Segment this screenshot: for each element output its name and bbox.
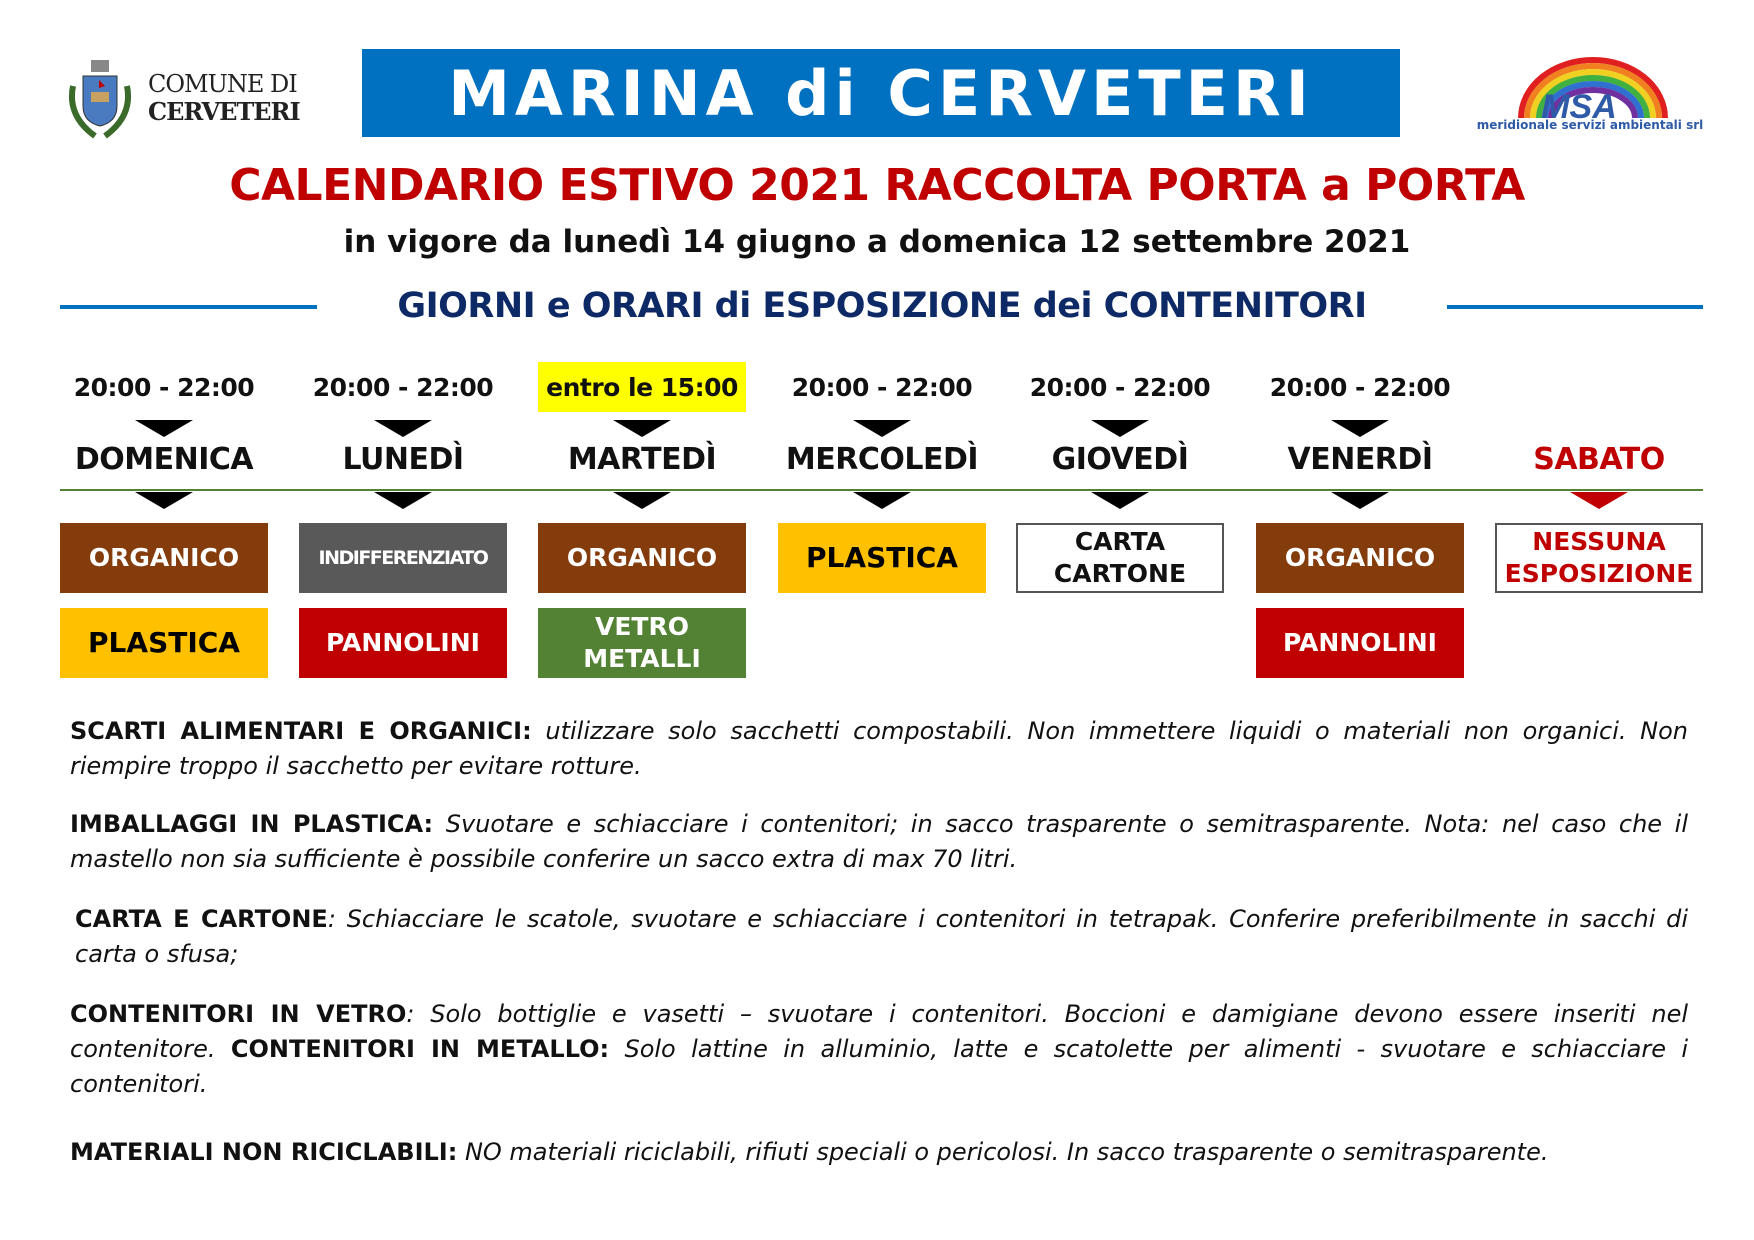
day-name: LUNEDÌ — [342, 442, 464, 477]
note-plastica: IMBALLAGGI IN PLASTICA: Svuotare e schia… — [70, 807, 1688, 877]
time-slot: 20:00 - 22:00 — [1269, 372, 1451, 402]
divider-right — [1447, 305, 1703, 309]
msa-logo: MSA — [1481, 56, 1703, 136]
arrow-down-icon — [1091, 420, 1149, 437]
arrow-down-icon — [1331, 492, 1389, 509]
no-collection: NESSUNA ESPOSIZIONE — [1495, 523, 1703, 593]
note-label: IMBALLAGGI IN PLASTICA: — [70, 810, 434, 838]
comune-line2: CERVETERI — [148, 97, 301, 126]
day-column-domenica: 20:00 - 22:00 DOMENICA ORGANICO PLASTICA — [60, 362, 268, 678]
note-vetro-metallo: CONTENITORI IN VETRO: Solo bottiglie e v… — [70, 997, 1688, 1102]
note-label: SCARTI ALIMENTARI E ORGANICI: — [70, 717, 532, 745]
waste-vetro: VETRO — [595, 612, 689, 641]
page-title: CALENDARIO ESTIVO 2021 RACCOLTA PORTA a … — [229, 160, 1525, 211]
note-label: CONTENITORI IN VETRO — [70, 1000, 407, 1028]
day-column-giovedi: 20:00 - 22:00 GIOVEDÌ CARTA CARTONE — [1016, 362, 1224, 593]
arrow-down-icon — [374, 420, 432, 437]
day-column-mercoledi: 20:00 - 22:00 MERCOLEDÌ PLASTICA — [778, 362, 986, 593]
arrow-down-icon — [613, 492, 671, 509]
note-text: : Solo bottiglie e vasetti – svuotare i … — [70, 1000, 1689, 1063]
banner-title: MARINA di CERVETERI — [362, 49, 1400, 137]
time-slot: 20:00 - 22:00 — [791, 372, 973, 402]
divider-left — [60, 305, 317, 309]
arrow-down-icon — [853, 492, 911, 509]
comune-name: COMUNE DI CERVETERI — [148, 70, 301, 126]
waste-pannolini: PANNOLINI — [299, 608, 507, 678]
note-text-metallo: Solo lattine in alluminio, latte e scato… — [70, 1035, 1688, 1098]
arrow-down-icon — [1331, 420, 1389, 437]
arrow-down-icon — [1570, 492, 1628, 509]
comune-di-cerveteri-logo — [65, 56, 310, 142]
arrow-down-icon — [1091, 492, 1149, 509]
note-label: CARTA E CARTONE — [75, 905, 328, 933]
day-column-martedi: entro le 15:00 MARTEDÌ ORGANICO VETRO ME… — [538, 362, 746, 678]
days-divider — [60, 489, 1703, 491]
waste-organico: ORGANICO — [60, 523, 268, 593]
msa-logo-text: MSA — [1541, 88, 1617, 122]
note-carta: CARTA E CARTONE: Schiacciare le scatole,… — [75, 902, 1688, 972]
arrow-down-icon — [135, 492, 193, 509]
time-slot: 20:00 - 22:00 — [312, 372, 494, 402]
time-slot-highlighted: entro le 15:00 — [538, 362, 746, 412]
waste-pannolini: PANNOLINI — [1256, 608, 1464, 678]
note-organico: SCARTI ALIMENTARI E ORGANICI: utilizzare… — [70, 714, 1688, 784]
day-name: DOMENICA — [74, 442, 254, 477]
waste-carta: CARTA — [1074, 527, 1166, 556]
day-name: GIOVEDÌ — [1051, 442, 1189, 477]
msa-subtitle: meridionale servizi ambientali srl — [1476, 118, 1704, 132]
day-name: MERCOLEDÌ — [785, 442, 979, 477]
note-text: utilizzare solo sacchetti compostabili. … — [70, 717, 1688, 780]
time-slot: 20:00 - 22:00 — [73, 372, 255, 402]
no-collection-line2: ESPOSIZIONE — [1504, 559, 1694, 588]
note-text: NO materiali riciclabili, rifiuti specia… — [457, 1138, 1549, 1166]
day-column-sabato: SABATO NESSUNA ESPOSIZIONE — [1495, 362, 1703, 593]
day-name: VENERDÌ — [1287, 442, 1433, 477]
waste-carta-cartone: CARTA CARTONE — [1016, 523, 1224, 593]
note-text: Svuotare e schiacciare i contenitori; in… — [70, 810, 1689, 873]
arrow-down-icon — [853, 420, 911, 437]
day-column-venerdi: 20:00 - 22:00 VENERDÌ ORGANICO PANNOLINI — [1256, 362, 1464, 678]
note-label: MATERIALI NON RICICLABILI: — [70, 1138, 458, 1166]
note-label-metallo: CONTENITORI IN METALLO: — [230, 1035, 610, 1063]
waste-indifferenziato: INDIFFERENZIATO — [299, 523, 507, 593]
validity-period: in vigore da lunedì 14 giugno a domenica… — [343, 224, 1411, 260]
section-heading: GIORNI e ORARI di ESPOSIZIONE dei CONTEN… — [397, 286, 1367, 326]
time-slot: 20:00 - 22:00 — [1029, 372, 1211, 402]
no-collection-line1: NESSUNA — [1532, 527, 1666, 556]
time-slot — [1495, 362, 1703, 412]
comune-line1: COMUNE DI — [148, 70, 298, 98]
waste-organico: ORGANICO — [1256, 523, 1464, 593]
note-non-riciclabili: MATERIALI NON RICICLABILI: NO materiali … — [70, 1135, 1688, 1170]
day-name: SABATO — [1533, 442, 1665, 477]
waste-organico: ORGANICO — [538, 523, 746, 593]
waste-plastica: PLASTICA — [778, 523, 986, 593]
waste-plastica: PLASTICA — [60, 608, 268, 678]
arrow-down-icon — [135, 420, 193, 437]
arrow-down-icon — [374, 492, 432, 509]
arrow-down-icon — [613, 420, 671, 437]
waste-cartone: CARTONE — [1053, 559, 1187, 588]
day-column-lunedi: 20:00 - 22:00 LUNEDÌ INDIFFERENZIATO PAN… — [299, 362, 507, 678]
note-text: : Schiacciare le scatole, svuotare e sch… — [75, 905, 1688, 968]
day-name: MARTEDÌ — [567, 442, 717, 477]
coat-of-arms-icon — [69, 60, 131, 139]
waste-metalli: METALLI — [583, 644, 701, 673]
waste-vetro-metalli: VETRO METALLI — [538, 608, 746, 678]
